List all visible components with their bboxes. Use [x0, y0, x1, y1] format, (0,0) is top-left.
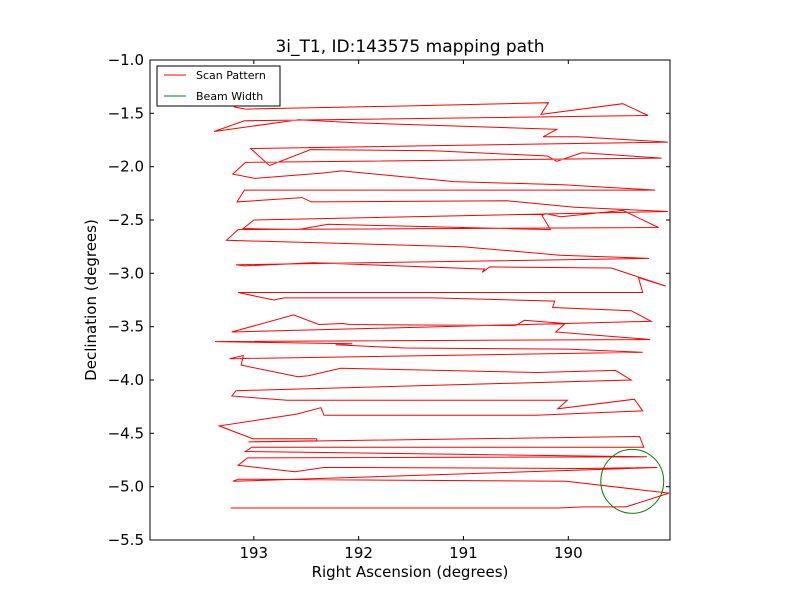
y-tick-label: −2.5 — [108, 211, 144, 229]
y-tick-label: −3.0 — [108, 264, 144, 282]
legend: Scan Pattern Beam Width — [156, 65, 281, 107]
y-tick-label: −5.5 — [108, 531, 144, 549]
legend-label-scan-pattern: Scan Pattern — [196, 69, 266, 82]
x-tick-label: 190 — [554, 544, 583, 562]
x-tick-label: 192 — [344, 544, 373, 562]
y-tick-label: −3.5 — [108, 318, 144, 336]
x-tick-label: 191 — [449, 544, 478, 562]
y-tick-label: −5.0 — [108, 478, 144, 496]
x-axis-label: Right Ascension (degrees) — [312, 563, 509, 581]
beam-width-circle — [600, 448, 665, 514]
chart-title: 3i_T1, ID:143575 mapping path — [275, 37, 544, 57]
series-layer — [213, 102, 670, 514]
scan-pattern-line — [213, 102, 670, 509]
y-axis-label: Declination (degrees) — [82, 219, 100, 381]
y-tick-label: −4.5 — [108, 424, 144, 442]
y-tick-label: −1.5 — [108, 104, 144, 122]
plot-frame — [149, 59, 671, 541]
legend-box — [156, 65, 281, 107]
x-tick-label: 193 — [239, 544, 268, 562]
ticks-layer: 193 192 191 190 −1.0 −1.5 −2.0 −2.5 −3.0 −3.5 −4.0… — [108, 51, 670, 562]
y-tick-label: −4.0 — [108, 371, 144, 389]
legend-label-beam-width: Beam Width — [196, 90, 263, 103]
y-tick-label: −1.0 — [108, 51, 144, 69]
y-tick-label: −2.0 — [108, 158, 144, 176]
